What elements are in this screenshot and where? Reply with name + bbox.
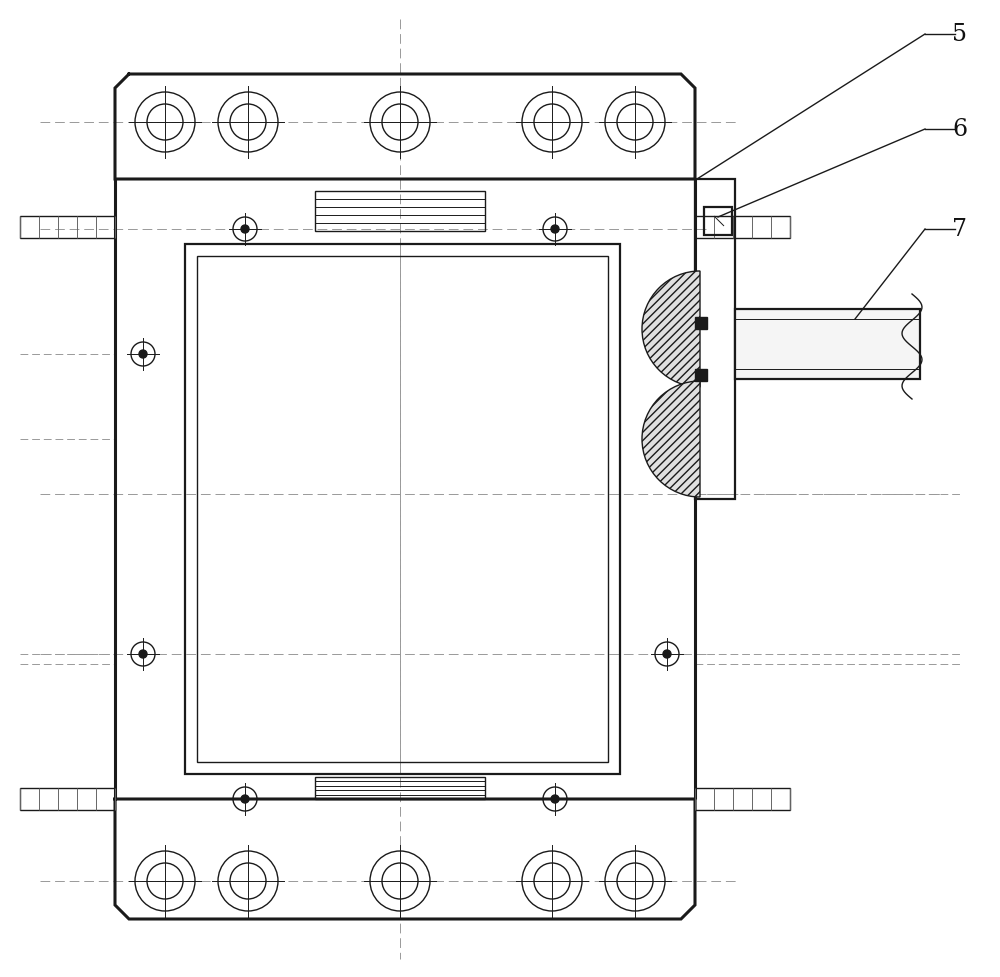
Circle shape: [241, 226, 249, 234]
Bar: [704, 208, 732, 235]
Circle shape: [551, 226, 559, 234]
Bar: [695, 180, 735, 499]
Bar: [20, 217, 115, 238]
Bar: [695, 369, 707, 382]
Bar: [695, 318, 707, 329]
Wedge shape: [642, 382, 700, 497]
Text: 7: 7: [952, 218, 968, 241]
Circle shape: [139, 651, 147, 658]
Circle shape: [241, 795, 249, 803]
Circle shape: [663, 651, 671, 658]
Circle shape: [139, 351, 147, 359]
Bar: [197, 257, 608, 762]
Text: 6: 6: [952, 118, 968, 142]
Bar: [695, 217, 790, 238]
Circle shape: [663, 351, 671, 359]
Bar: [185, 245, 620, 774]
Bar: [695, 788, 790, 810]
Bar: [735, 310, 920, 380]
Bar: [20, 788, 115, 810]
Bar: [315, 778, 485, 799]
Bar: [315, 191, 485, 232]
Text: 5: 5: [952, 23, 968, 47]
Wedge shape: [642, 272, 700, 388]
Circle shape: [551, 795, 559, 803]
